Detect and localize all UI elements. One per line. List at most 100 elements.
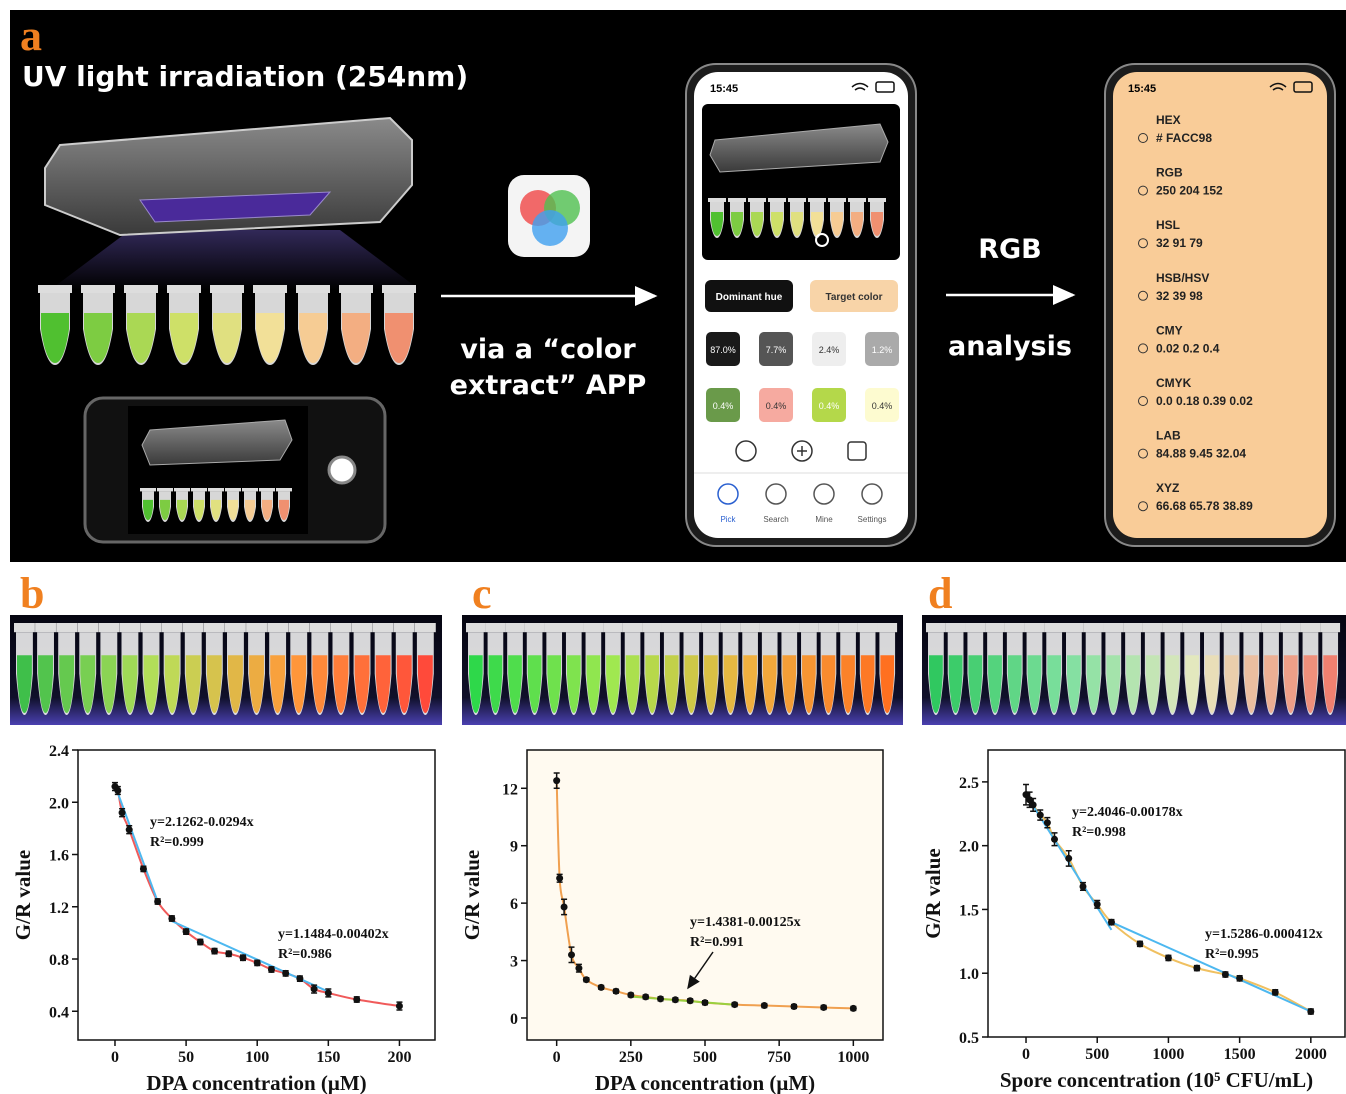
tube-cap xyxy=(183,623,204,632)
tube-cap xyxy=(38,285,72,293)
y-tick-label: 2.5 xyxy=(959,775,979,792)
tube-cap xyxy=(309,623,330,632)
data-point xyxy=(183,928,190,935)
nav-label: Pick xyxy=(720,515,736,524)
tube-cap xyxy=(701,623,721,632)
annotation: y=1.1484-0.00402x xyxy=(278,927,389,942)
tube-cap xyxy=(339,285,373,293)
annotation: y=2.1262-0.0294x xyxy=(150,815,254,830)
tube-cap xyxy=(1320,623,1340,632)
data-point xyxy=(154,898,161,905)
tube-cap xyxy=(1163,623,1183,632)
tube-cap xyxy=(1222,623,1242,632)
tube-cap xyxy=(603,623,623,632)
y-tick-label: 2.4 xyxy=(49,743,69,760)
data-point xyxy=(168,915,175,922)
tube-cap xyxy=(394,623,415,632)
data-point xyxy=(657,995,664,1002)
data-point xyxy=(1037,812,1044,819)
data-point xyxy=(1222,971,1229,978)
swatch-label: 87.0% xyxy=(710,345,736,355)
data-point xyxy=(1094,901,1101,908)
x-tick-label: 200 xyxy=(387,1049,411,1066)
app-caption: via a “color xyxy=(460,334,636,365)
data-point xyxy=(197,939,204,946)
data-point xyxy=(1065,855,1072,862)
data-point xyxy=(850,1005,857,1012)
button-label: Dominant hue xyxy=(716,292,783,303)
plot-frame xyxy=(527,750,883,1040)
tube-cap xyxy=(288,623,309,632)
data-point xyxy=(282,970,289,977)
swatch-label: 0.4% xyxy=(819,401,840,411)
tube-cap xyxy=(373,623,394,632)
data-point xyxy=(672,996,679,1003)
data-point xyxy=(296,975,303,982)
tube-cap xyxy=(623,623,643,632)
nav-label: Settings xyxy=(858,515,887,524)
tube-cap xyxy=(768,198,786,202)
data-point xyxy=(119,809,126,816)
entry-label: HEX xyxy=(1156,113,1181,127)
data-point xyxy=(568,951,575,958)
entry-label: HSL xyxy=(1156,218,1180,232)
data-point xyxy=(325,989,332,996)
x-tick-label: 250 xyxy=(619,1049,643,1066)
tube-cap xyxy=(120,623,141,632)
y-tick-label: 1.2 xyxy=(49,900,69,917)
data-point xyxy=(583,976,590,983)
tube-cap xyxy=(662,623,682,632)
data-point xyxy=(211,948,218,955)
x-tick-label: 750 xyxy=(767,1049,791,1066)
tube-cap xyxy=(331,623,352,632)
x-tick-label: 1000 xyxy=(1152,1046,1184,1063)
x-tick-label: 0 xyxy=(553,1049,561,1066)
figure: a UV light irradiation (254nm) via a “co… xyxy=(0,0,1346,1094)
entry-value: 32 39 98 xyxy=(1156,289,1203,303)
data-point xyxy=(1079,883,1086,890)
x-tick-label: 2000 xyxy=(1295,1046,1327,1063)
data-point xyxy=(126,826,133,833)
nav-label: Mine xyxy=(815,515,833,524)
tube-cap xyxy=(544,623,564,632)
data-point xyxy=(561,903,568,910)
entry-value: 32 91 79 xyxy=(1156,236,1203,250)
annotation: R²=0.999 xyxy=(150,835,204,850)
data-point xyxy=(1236,975,1243,982)
data-point xyxy=(1165,954,1172,961)
tube-cap xyxy=(35,623,56,632)
data-point xyxy=(225,950,232,957)
plot-frame xyxy=(78,750,435,1040)
panel-label: b xyxy=(20,569,44,618)
data-point xyxy=(1030,801,1037,808)
y-tick-label: 1.5 xyxy=(959,902,979,919)
entry-value: 66.68 65.78 38.89 xyxy=(1156,499,1253,513)
data-point xyxy=(140,865,147,872)
data-point xyxy=(702,999,709,1006)
annotation: R²=0.991 xyxy=(690,935,744,950)
x-tick-label: 0 xyxy=(1022,1046,1030,1063)
tube-cap xyxy=(1025,623,1045,632)
tube-cap xyxy=(486,623,506,632)
annotation: R²=0.995 xyxy=(1205,947,1259,962)
entry-label: XYZ xyxy=(1156,481,1179,495)
tube-cap xyxy=(141,623,162,632)
y-tick-label: 0 xyxy=(510,1011,518,1028)
tube-cap xyxy=(1281,623,1301,632)
tube-cap xyxy=(760,623,780,632)
entry-label: RGB xyxy=(1156,166,1183,180)
y-tick-label: 6 xyxy=(510,896,518,913)
tube-cap xyxy=(740,623,760,632)
tube-cap xyxy=(77,623,98,632)
data-point xyxy=(1051,836,1058,843)
entry-value: 250 204 152 xyxy=(1156,184,1223,198)
tube-cap xyxy=(1123,623,1143,632)
data-point xyxy=(553,777,560,784)
panel-label: d xyxy=(928,569,952,618)
camera-tubes xyxy=(140,488,292,522)
x-tick-label: 500 xyxy=(693,1049,717,1066)
x-axis-label: DPA concentration (μM) xyxy=(146,1071,366,1094)
data-point xyxy=(114,787,121,794)
data-point xyxy=(598,984,605,991)
